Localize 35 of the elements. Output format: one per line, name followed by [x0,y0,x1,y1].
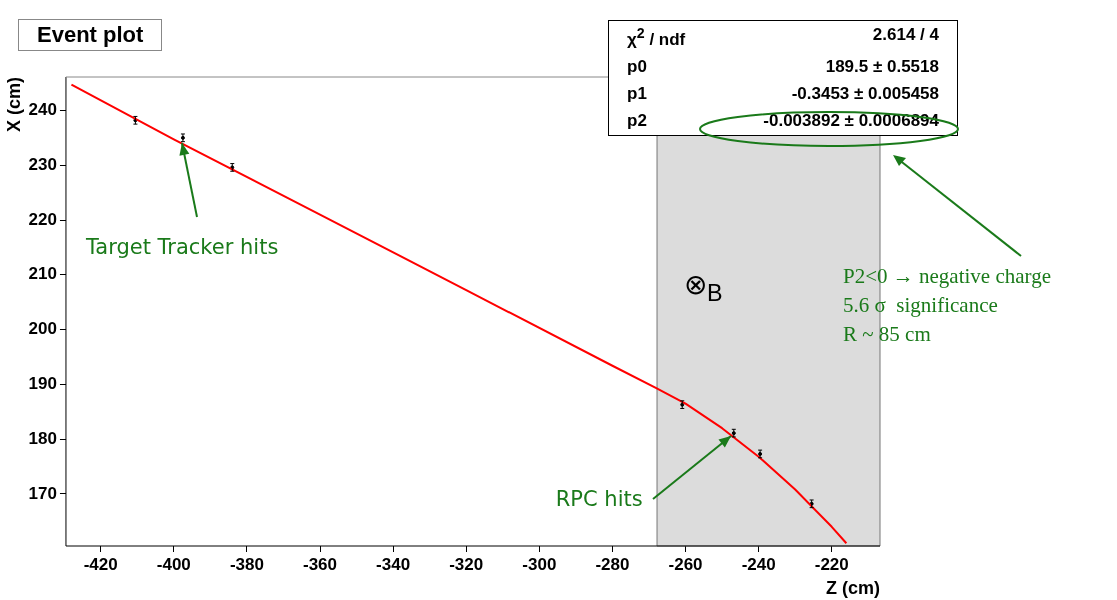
x-tick-label: -260 [668,554,703,574]
x-tick-label: -240 [741,554,776,574]
y-tick-label: 190 [28,374,57,394]
x-tick-label: -340 [376,554,411,574]
x-tick-label: -380 [229,554,264,574]
x-tick-label: -320 [449,554,484,574]
text: p0 [627,56,648,77]
y-tick-label: 170 [28,483,57,503]
text: 189.5 ± 0.5518 [824,56,939,77]
x-tick-label: -220 [814,554,849,574]
y-tick-label: 240 [28,100,57,120]
y-axis-title: X (cm) [3,77,24,133]
y-tick-label: 200 [28,319,57,339]
text: χ$^{2}$ / ndf [627,25,686,50]
x-axis-title: Z (cm) [826,578,881,599]
text: 2.614 / 4 [871,25,939,46]
annotation: Target Tracker hits [85,233,279,260]
y-tick-label: 180 [28,428,57,448]
x-tick-label: -420 [83,554,118,574]
annotation: p2 [627,110,648,131]
x-tick-label: -360 [302,554,338,574]
annotation: R ~ 85 cm [843,321,932,348]
y-tick-label: 210 [28,264,57,284]
annotation: ⊗$_{B}$ [684,268,723,307]
annotation: RPC hits [555,486,643,513]
x-tick-label: -400 [156,554,191,574]
annotation: P2<0 → negative charge [843,263,1051,290]
y-tick-label: 220 [28,209,57,229]
x-tick-label: -300 [522,554,557,574]
annotation: 5.6 σ significance [843,292,999,319]
chart-title: Event plot [18,19,163,51]
y-tick-label: 230 [28,154,57,174]
annotation: p1 [627,83,648,104]
x-tick-label: -280 [595,554,630,574]
annotation: -0.3453 ± 0.005458 [790,83,939,104]
